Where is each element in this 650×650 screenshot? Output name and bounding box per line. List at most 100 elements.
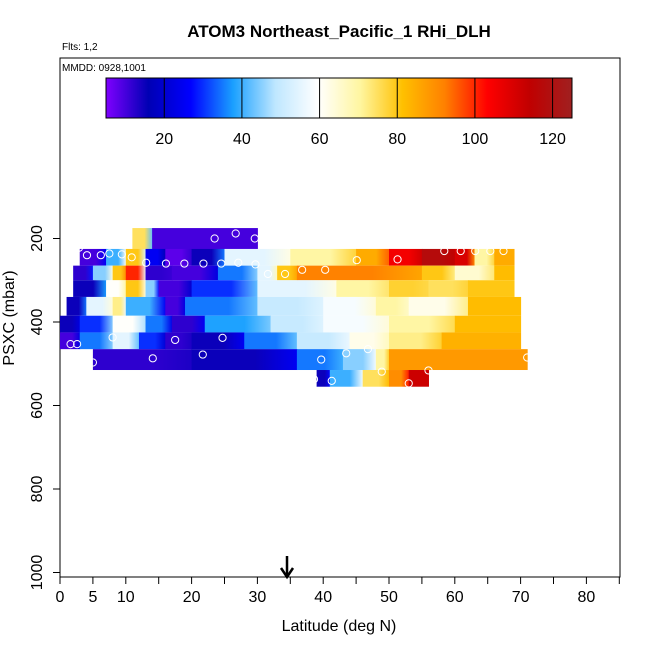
heatmap-cell <box>158 280 193 297</box>
sample-point <box>161 259 171 268</box>
heatmap-cell <box>165 296 186 316</box>
heatmap-cell <box>60 315 81 333</box>
y-tick-label: 1000 <box>29 555 46 591</box>
y-tick-label: 400 <box>29 309 46 336</box>
sample-point <box>117 250 126 259</box>
heatmap-cell <box>191 349 298 371</box>
sample-point <box>88 358 98 367</box>
sample-point <box>148 354 157 363</box>
sample-point <box>142 258 151 267</box>
sample-point <box>127 253 136 262</box>
heatmap-cell <box>145 265 173 281</box>
heatmap-cell <box>112 332 140 350</box>
heatmap-cell <box>454 265 495 281</box>
x-tick-label: 30 <box>249 589 267 606</box>
heatmap-cell <box>145 248 166 266</box>
sample-point <box>298 265 307 274</box>
heatmap-cells <box>60 228 528 387</box>
sample-point <box>523 353 532 362</box>
heatmap-cell <box>171 265 219 281</box>
sample-point <box>317 355 326 364</box>
heatmap-cell <box>106 248 127 266</box>
colorbar-tick-label: 60 <box>311 131 329 148</box>
sample-point <box>499 246 508 256</box>
heatmap-cell <box>421 265 456 281</box>
sample-point <box>66 340 75 349</box>
sample-point <box>404 379 413 388</box>
sample-point <box>108 333 117 342</box>
flights-annotation: Flts: 1,2 <box>62 42 98 53</box>
heatmap-cell <box>375 349 390 371</box>
heatmap-cell <box>86 296 114 316</box>
sample-point <box>231 229 240 238</box>
heatmap-cell <box>191 332 245 350</box>
heatmap-cell <box>257 265 278 281</box>
heatmap-cell <box>138 332 166 350</box>
heatmap-cell <box>277 265 298 281</box>
mmdd-annotation: MMDD: 0928,1001 <box>62 63 146 74</box>
heatmap-cell <box>408 370 429 387</box>
heatmap-cell <box>125 265 147 281</box>
sample-point <box>352 256 361 265</box>
colorbar-ticks: 20 40 60 80 100 120 <box>155 78 566 148</box>
heatmap-cell <box>165 248 193 266</box>
heatmap-cell <box>349 332 390 350</box>
heatmap-cell <box>316 370 331 387</box>
heatmap-cell <box>389 280 429 297</box>
heatmap-cell <box>467 280 515 297</box>
heatmap-cell <box>112 265 127 281</box>
heatmap-cell <box>329 370 364 387</box>
colorbar-tick-label: 80 <box>388 131 406 148</box>
sample-point <box>393 255 402 264</box>
heatmap-cell <box>79 332 114 350</box>
colorbar: 20 40 60 80 100 120 <box>105 77 573 148</box>
heatmap-cell <box>191 280 258 297</box>
heatmap-cell <box>92 349 193 371</box>
x-tick-label: 5 <box>88 589 97 606</box>
sample-point <box>105 249 114 258</box>
heatmap-cell <box>375 296 410 316</box>
y-axis: 200 400 600 800 1000 <box>29 225 60 590</box>
heatmap-cell <box>79 248 107 266</box>
colorbar-tick-label: 40 <box>233 131 251 148</box>
sample-point <box>251 260 260 269</box>
heatmap-cell <box>494 265 515 281</box>
sample-point <box>234 258 243 267</box>
sample-point <box>73 340 82 349</box>
y-tick-label: 600 <box>29 392 46 419</box>
heatmap-cell <box>389 349 528 371</box>
heatmap-cell <box>217 265 258 281</box>
heatmap-cell <box>441 332 522 350</box>
x-tick-label: 60 <box>446 589 464 606</box>
heatmap-cell <box>257 296 324 316</box>
heatmap-cell <box>474 248 495 266</box>
heatmap-cell <box>389 315 456 333</box>
sample-point <box>440 246 449 256</box>
x-tick-label: 80 <box>578 589 596 606</box>
sample-point <box>309 375 319 384</box>
heatmap-cell <box>494 248 515 266</box>
heatmap-cell <box>421 248 456 266</box>
heatmap-cell <box>191 248 225 266</box>
heatmap-cell <box>257 280 337 297</box>
arrow-head <box>279 567 295 580</box>
heatmap-cell <box>290 248 357 266</box>
sample-point <box>424 366 433 375</box>
x-axis: 0 5 10 20 30 40 50 60 70 80 <box>56 577 620 606</box>
sample-point <box>471 246 480 256</box>
heatmap-cell <box>125 296 166 316</box>
heatmap-cell <box>270 315 324 333</box>
sample-point <box>327 376 336 385</box>
sample-point <box>198 350 207 359</box>
heatmap-cell <box>336 280 390 297</box>
heatmap-cell <box>145 315 173 333</box>
heatmap-cell <box>467 296 522 316</box>
x-tick-label: 10 <box>117 589 135 606</box>
x-tick-label: 20 <box>183 589 201 606</box>
heatmap-cell <box>362 370 390 387</box>
heatmap-cell <box>296 349 344 371</box>
heatmap-cell <box>224 248 291 266</box>
heatmap-cell <box>152 228 258 252</box>
colorbar-tick-label: 20 <box>155 131 173 148</box>
